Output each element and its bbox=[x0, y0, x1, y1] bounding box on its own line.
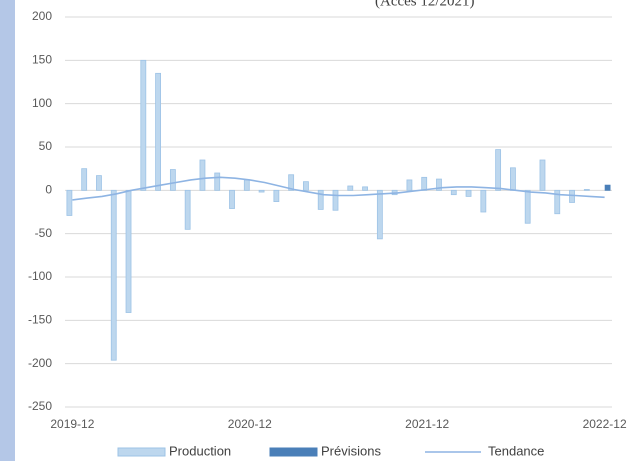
legend-label: Prévisions bbox=[321, 443, 381, 458]
bar bbox=[169, 169, 176, 191]
bar bbox=[421, 176, 428, 191]
bar bbox=[495, 149, 502, 191]
y-tick-label: 100 bbox=[32, 96, 52, 110]
y-tick-label: 200 bbox=[32, 9, 52, 23]
bar bbox=[81, 168, 88, 191]
legend-swatch bbox=[269, 447, 318, 457]
bar bbox=[524, 189, 531, 224]
bar bbox=[465, 189, 472, 197]
x-tick-label: 2020-12 bbox=[228, 417, 272, 431]
bar bbox=[406, 179, 413, 191]
bar bbox=[347, 185, 354, 191]
bar bbox=[110, 189, 117, 361]
bar bbox=[199, 159, 206, 191]
legend-swatch bbox=[117, 447, 166, 457]
bar bbox=[362, 186, 368, 191]
bar bbox=[214, 172, 221, 191]
bar bbox=[480, 189, 487, 213]
bar bbox=[317, 189, 324, 210]
y-tick-label: 150 bbox=[32, 53, 52, 67]
bar bbox=[184, 189, 191, 230]
bar bbox=[258, 189, 265, 193]
y-tick-label: -50 bbox=[35, 226, 53, 240]
bar bbox=[288, 174, 295, 191]
bar bbox=[66, 189, 73, 216]
bar bbox=[229, 189, 235, 209]
legend-label: Production bbox=[169, 443, 231, 458]
x-tick-label: 2019-12 bbox=[50, 417, 94, 431]
chart-title: (Accès 12/2021) bbox=[375, 0, 475, 9]
bar bbox=[125, 189, 132, 313]
y-tick-label: -200 bbox=[28, 356, 52, 370]
bar bbox=[303, 181, 309, 191]
bar bbox=[604, 184, 611, 191]
bar bbox=[583, 189, 590, 191]
y-tick-label: -150 bbox=[28, 313, 52, 327]
bar bbox=[436, 178, 442, 191]
bar bbox=[450, 189, 457, 196]
bar bbox=[140, 59, 147, 191]
bar bbox=[273, 189, 280, 202]
y-tick-label: -250 bbox=[28, 399, 52, 413]
bar bbox=[332, 189, 339, 211]
y-tick-label: 0 bbox=[45, 183, 52, 197]
bar bbox=[376, 189, 383, 240]
bar bbox=[554, 189, 561, 215]
bar bbox=[96, 175, 102, 191]
legend-label: Tendance bbox=[488, 443, 544, 458]
y-tick-label: 50 bbox=[39, 139, 53, 153]
bar bbox=[539, 159, 546, 191]
bar bbox=[569, 189, 575, 203]
y-tick-label: -100 bbox=[28, 269, 52, 283]
trend-line bbox=[72, 176, 605, 201]
x-tick-label: 2021-12 bbox=[405, 417, 449, 431]
bar bbox=[510, 167, 516, 191]
bar bbox=[155, 72, 161, 191]
bar bbox=[243, 179, 250, 191]
side-band bbox=[0, 0, 15, 461]
x-tick-label: 2022-12 bbox=[583, 417, 627, 431]
